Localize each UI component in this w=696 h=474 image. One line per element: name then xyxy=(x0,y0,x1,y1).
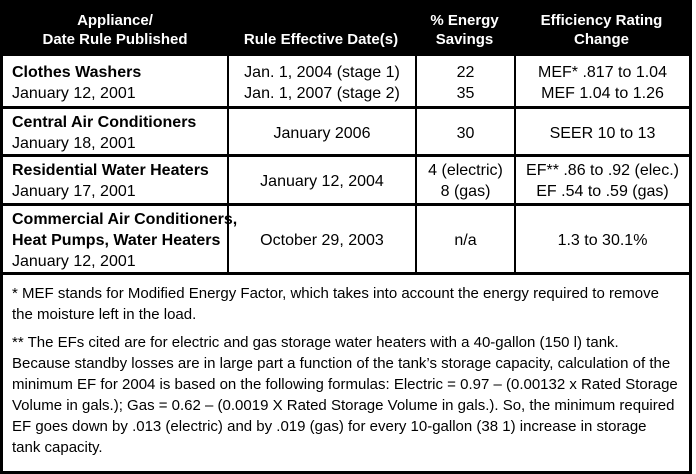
footnotes-section: * MEF stands for Modified Energy Factor,… xyxy=(3,275,689,471)
cell-appliance: Clothes Washers January 12, 2001 xyxy=(3,59,227,107)
cell-effective-dates: January 2006 xyxy=(227,109,415,157)
cell-effective-dates: January 12, 2004 xyxy=(227,157,415,205)
cell-appliance: Residential Water Heaters January 17, 20… xyxy=(3,157,227,205)
cell-savings: n/a xyxy=(415,206,514,275)
date-published: January 12, 2001 xyxy=(12,85,136,102)
table-row-clothes-washers: Clothes Washers January 12, 2001 Jan. 1,… xyxy=(3,59,689,109)
cell-appliance: Central Air Conditioners January 18, 200… xyxy=(3,109,227,157)
cell-rating-change: MEF* .817 to 1.04 MEF 1.04 to 1.26 xyxy=(514,59,689,107)
date-published: January 12, 2001 xyxy=(12,253,136,270)
table-header-row: Appliance/ Date Rule Published Rule Effe… xyxy=(3,0,689,56)
cell-appliance: Commercial Air Conditioners, Heat Pumps,… xyxy=(3,206,237,275)
header-rating-change-line1: Efficiency Rating xyxy=(540,12,663,29)
footnote-ef: ** The EFs cited are for electric and ga… xyxy=(12,334,678,456)
header-effective-date-line1: Rule Effective Date(s) xyxy=(243,31,399,48)
table-row-central-air: Central Air Conditioners January 18, 200… xyxy=(3,109,689,157)
header-energy-savings: % Energy Savings xyxy=(415,0,514,56)
header-effective-date: Rule Effective Date(s) xyxy=(227,0,415,56)
header-energy-savings-line1: % Energy xyxy=(430,12,499,29)
table-row-residential-water-heaters: Residential Water Heaters January 17, 20… xyxy=(3,157,689,206)
header-appliance-line2: Date Rule Published xyxy=(42,31,188,48)
date-published: January 17, 2001 xyxy=(12,183,136,200)
appliance-name: Clothes Washers xyxy=(12,64,142,81)
header-energy-savings-line2: Savings xyxy=(435,31,494,48)
header-appliance: Appliance/ Date Rule Published xyxy=(3,0,227,56)
cell-savings: 4 (electric) 8 (gas) xyxy=(415,157,514,205)
cell-effective-dates: October 29, 2003 xyxy=(227,206,415,275)
header-appliance-line1: Appliance/ xyxy=(77,12,153,29)
appliance-name-line1: Commercial Air Conditioners, xyxy=(12,211,238,228)
appliance-name: Residential Water Heaters xyxy=(12,162,209,179)
footnote-mef: * MEF stands for Modified Energy Factor,… xyxy=(12,285,659,323)
appliance-name-line2: Heat Pumps, Water Heaters xyxy=(12,232,221,249)
header-rating-change: Efficiency Rating Change xyxy=(514,0,689,56)
cell-rating-change: 1.3 to 30.1% xyxy=(514,206,689,275)
cell-effective-dates: Jan. 1, 2004 (stage 1) Jan. 1, 2007 (sta… xyxy=(227,59,415,107)
cell-rating-change: EF** .86 to .92 (elec.) EF .54 to .59 (g… xyxy=(514,157,689,205)
cell-rating-change: SEER 10 to 13 xyxy=(514,109,689,157)
appliance-name: Central Air Conditioners xyxy=(12,114,197,131)
header-rating-change-line2: Change xyxy=(573,31,629,48)
date-published: January 18, 2001 xyxy=(12,135,136,152)
header-divider xyxy=(3,56,689,59)
table-row-commercial-air: Commercial Air Conditioners, Heat Pumps,… xyxy=(3,206,689,275)
cell-savings: 22 35 xyxy=(415,59,514,107)
cell-savings: 30 xyxy=(415,109,514,157)
